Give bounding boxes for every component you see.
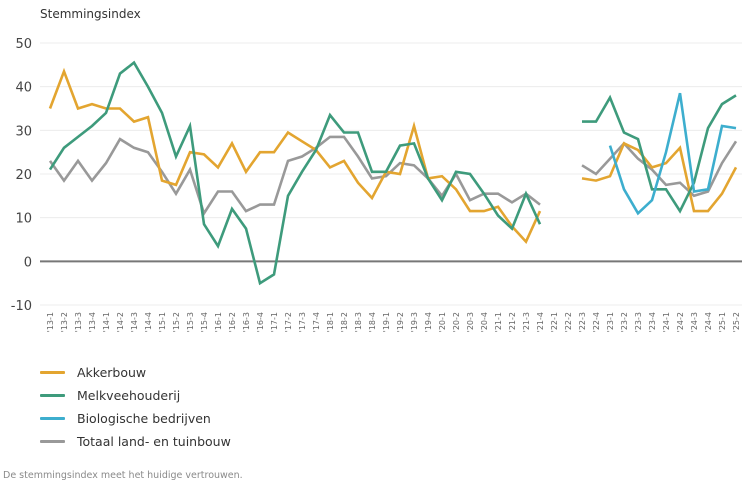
x-tick-label: '15-3: [186, 312, 195, 332]
series-lines: [48, 60, 738, 286]
series-melkveehouderij: [48, 60, 737, 286]
x-tick-label: '17-4: [312, 312, 321, 332]
legend-swatch-biologische-bedrijven: [40, 417, 65, 420]
legend-label: Melkveehouderij: [77, 388, 181, 403]
x-tick-label: '16-2: [228, 312, 237, 332]
x-tick-label: '18-2: [340, 312, 349, 332]
legend-label: Totaal land- en tuinbouw: [77, 434, 231, 449]
y-axis-title: Stemmingsindex: [40, 7, 141, 21]
legend-item-totaal[interactable]: Totaal land- en tuinbouw: [40, 430, 231, 453]
y-tick-label: 30: [15, 124, 32, 139]
series-biologische-bedrijven: [608, 92, 737, 216]
x-tick-label: '20-3: [466, 312, 475, 332]
x-tick-label: '24-2: [676, 312, 685, 332]
x-tick-label: '23-1: [606, 312, 615, 332]
x-tick-label: '22-1: [550, 312, 559, 332]
legend-item-akkerbouw[interactable]: Akkerbouw: [40, 361, 231, 384]
x-axis-ticks: '13-1 '13-2 '13-3 '13-4 '14-1 '14-2 '14-3 '14-4…: [46, 312, 741, 332]
x-tick-label: '13-3: [74, 312, 83, 332]
x-tick-label: '22-3: [578, 312, 587, 332]
legend-item-biologische-bedrijven[interactable]: Biologische bedrijven: [40, 407, 231, 430]
series-line: [48, 135, 541, 217]
x-tick-label: '18-4: [368, 312, 377, 332]
x-tick-label: '19-2: [396, 312, 405, 332]
x-tick-label: '25-1: [718, 312, 727, 332]
y-tick-label: 0: [24, 255, 32, 270]
series-line: [48, 60, 542, 286]
legend-swatch-melkveehouderij: [40, 394, 65, 397]
x-tick-label: '14-2: [116, 312, 125, 332]
y-tick-label: 20: [15, 168, 32, 183]
x-tick-label: '21-1: [494, 312, 503, 332]
x-tick-label: '23-3: [634, 312, 643, 332]
y-tick-label: 50: [15, 37, 32, 52]
x-tick-label: '17-2: [284, 312, 293, 332]
x-tick-label: '14-3: [130, 312, 139, 332]
x-tick-label: '18-1: [326, 312, 335, 332]
series-line: [608, 92, 737, 216]
legend-swatch-totaal: [40, 440, 65, 443]
x-tick-label: '20-2: [452, 312, 461, 332]
x-tick-label: '20-1: [438, 312, 447, 332]
series-line: [581, 141, 738, 213]
legend-label: Akkerbouw: [77, 365, 147, 380]
x-tick-label: '14-1: [102, 312, 111, 332]
x-tick-label: '13-1: [46, 312, 55, 332]
gridlines: [40, 42, 742, 306]
legend: Akkerbouw Melkveehouderij Biologische be…: [40, 361, 231, 453]
series-line: [582, 94, 737, 214]
x-tick-label: '13-4: [88, 312, 97, 332]
legend-label: Biologische bedrijven: [77, 411, 211, 426]
x-tick-label: '17-1: [270, 312, 279, 332]
footnote: De stemmingsindex meet het huidige vertr…: [3, 470, 243, 481]
x-tick-label: '16-1: [214, 312, 223, 332]
x-tick-label: '19-4: [424, 312, 433, 332]
y-tick-label: 10: [15, 212, 32, 227]
x-tick-label: '21-3: [522, 312, 531, 332]
y-tick-label: -10: [11, 299, 32, 314]
series-akkerbouw: [48, 67, 738, 245]
x-tick-label: '15-1: [158, 312, 167, 332]
x-tick-label: '23-4: [648, 312, 657, 332]
x-tick-label: '24-1: [662, 312, 671, 332]
x-tick-label: '15-4: [200, 312, 209, 332]
x-tick-label: '13-2: [60, 312, 69, 332]
x-tick-label: '18-3: [354, 312, 363, 332]
x-tick-label: '14-4: [144, 312, 153, 332]
x-tick-label: '20-4: [480, 312, 489, 332]
x-tick-label: '21-4: [536, 312, 545, 332]
y-tick-label: 40: [15, 81, 32, 96]
x-tick-label: '24-3: [690, 312, 699, 332]
x-tick-label: '15-2: [172, 312, 181, 332]
x-tick-label: '22-2: [564, 312, 573, 332]
x-tick-label: '23-2: [620, 312, 629, 332]
x-tick-label: '17-3: [298, 312, 307, 332]
x-tick-label: '24-4: [704, 312, 713, 332]
y-axis-ticks: 50 40 30 20 10 0 -10: [11, 37, 32, 314]
x-tick-label: '19-1: [382, 312, 391, 332]
x-tick-label: '25-2: [732, 312, 741, 332]
x-tick-label: '21-2: [508, 312, 517, 332]
x-tick-label: '19-3: [410, 312, 419, 332]
legend-item-melkveehouderij[interactable]: Melkveehouderij: [40, 384, 231, 407]
x-tick-label: '16-4: [256, 312, 265, 332]
legend-swatch-akkerbouw: [40, 371, 65, 374]
x-tick-label: '22-4: [592, 312, 601, 332]
series-line: [48, 67, 542, 245]
x-tick-label: '16-3: [242, 312, 251, 332]
